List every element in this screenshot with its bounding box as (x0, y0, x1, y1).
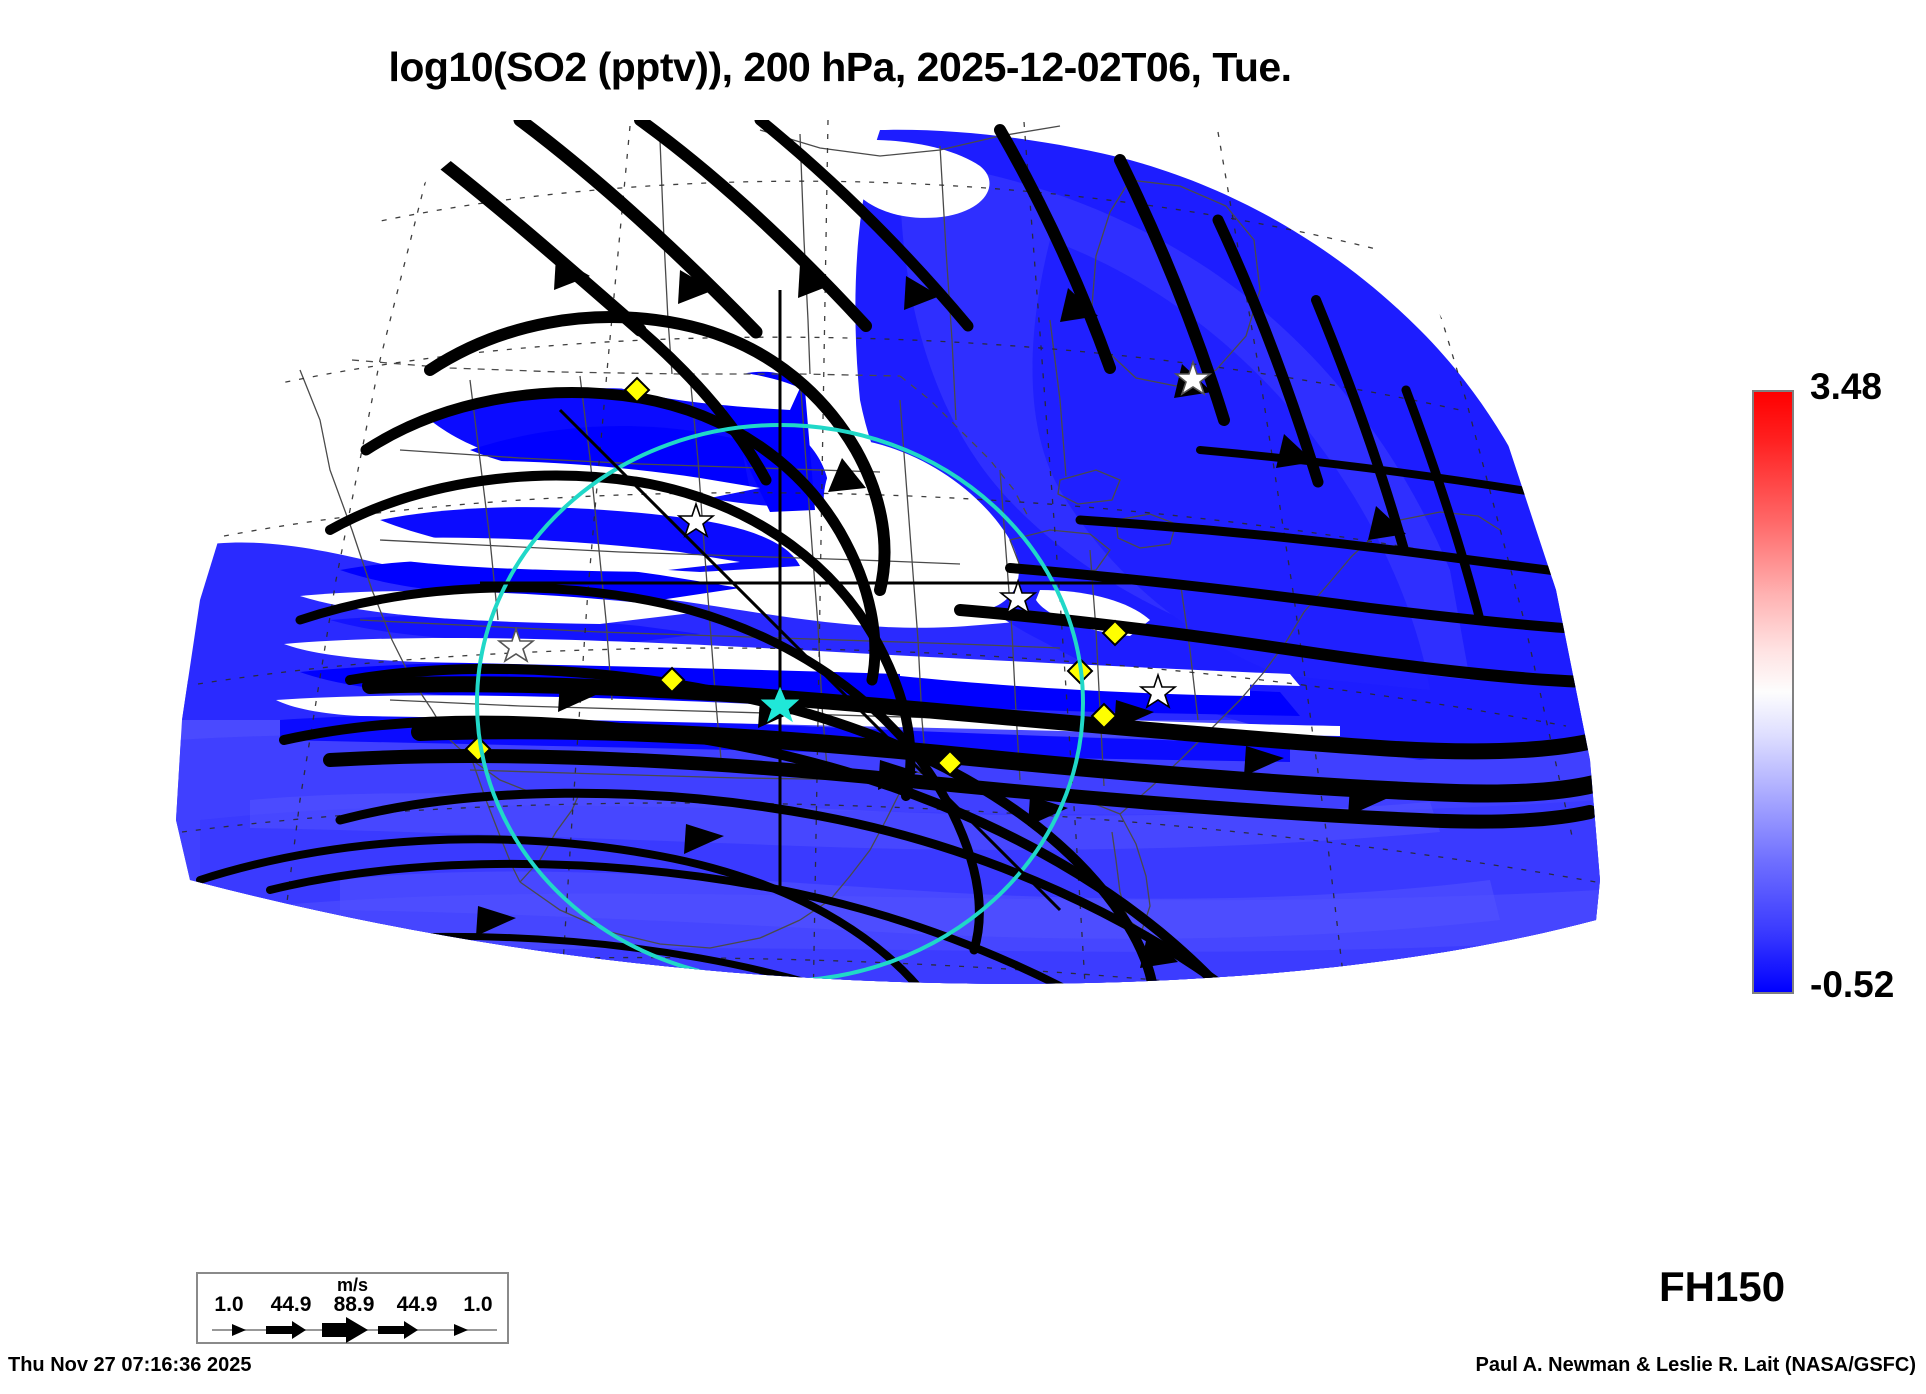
station-markers (496, 359, 1213, 709)
station-marker (1138, 672, 1178, 709)
station-marker (676, 501, 716, 538)
map-domain (176, 120, 1600, 984)
forecast-hour-label: FH150 (1659, 1263, 1786, 1310)
site-marker (1090, 702, 1118, 730)
site-marker (658, 666, 686, 694)
attribution-label: Paul A. Newman & Leslie R. Lait (NASA/GS… (1475, 1354, 1916, 1376)
colorbar: 3.48 -0.52 (1752, 366, 1922, 1010)
site-marker (936, 749, 964, 777)
generated-timestamp: Thu Nov 27 07:16:36 2025 (8, 1354, 252, 1376)
site-markers (464, 376, 1129, 777)
colorbar-min-label: -0.52 (1810, 964, 1895, 1005)
wind-legend-value-2: 44.9 (270, 1293, 312, 1316)
wind-speed-legend: m/s 1.0 44.9 88.9 44.9 1.0 (196, 1272, 509, 1344)
streamline-arrowheads (476, 256, 1406, 968)
station-marker (1173, 359, 1213, 396)
wind-legend-value-1: 1.0 (214, 1293, 244, 1316)
domain-crosshair (480, 290, 1185, 912)
center-marker (760, 686, 800, 723)
page-title: log10(SO2 (pptv)), 200 hPa, 2025-12-02T0… (388, 44, 1292, 90)
station-marker (496, 626, 536, 663)
wind-legend-value-4: 44.9 (396, 1293, 438, 1316)
wind-legend-value-3: 88.9 (333, 1293, 375, 1316)
wind-legend-arrow-scale (212, 1317, 497, 1343)
wind-legend-unit-label: m/s (336, 1275, 369, 1295)
colorbar-gradient (1752, 390, 1794, 994)
map-panel[interactable] (0, 120, 1680, 1280)
site-marker (1101, 619, 1129, 647)
wind-legend-value-5: 1.0 (463, 1293, 493, 1316)
site-marker (623, 376, 651, 404)
colorbar-max-label: 3.48 (1810, 366, 1883, 407)
map-figure (176, 120, 1600, 984)
station-marker (998, 578, 1038, 615)
